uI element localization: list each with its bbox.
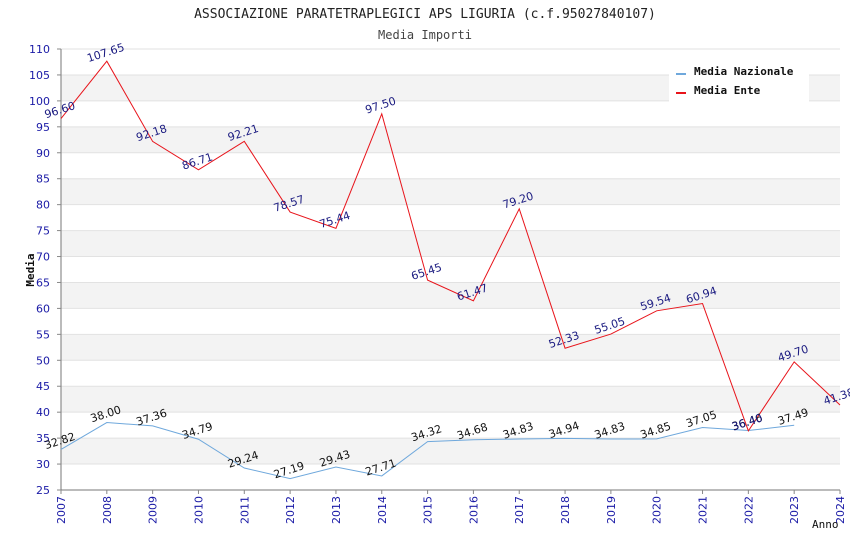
x-tick-label: 2021 bbox=[697, 496, 710, 524]
y-tick-label: 35 bbox=[36, 432, 50, 445]
y-tick-label: 45 bbox=[36, 380, 50, 393]
y-tick-label: 80 bbox=[36, 199, 50, 212]
x-tick-label: 2024 bbox=[834, 496, 847, 524]
legend: Media Nazionale Media Ente bbox=[669, 60, 809, 102]
x-tick-label: 2010 bbox=[192, 496, 205, 524]
y-tick-label: 85 bbox=[36, 173, 50, 186]
data-label: 107.65 bbox=[85, 41, 126, 65]
x-tick-label: 2017 bbox=[513, 496, 526, 524]
x-tick-label: 2008 bbox=[101, 496, 114, 524]
axes bbox=[60, 49, 840, 491]
y-tick-label: 75 bbox=[36, 225, 50, 238]
grid-band bbox=[61, 334, 840, 361]
grid-lines bbox=[61, 48, 840, 491]
x-tick-label: 2016 bbox=[467, 496, 480, 524]
series-lines bbox=[60, 60, 841, 480]
x-tick-label: 2020 bbox=[651, 496, 664, 524]
x-tick-label: 2015 bbox=[422, 496, 435, 524]
y-tick-label: 110 bbox=[29, 43, 50, 56]
x-tick-label: 2014 bbox=[376, 496, 389, 524]
grid-band bbox=[61, 178, 840, 205]
x-tick-label: 2018 bbox=[559, 496, 572, 524]
y-tick-label: 25 bbox=[36, 484, 50, 497]
grid-bands bbox=[61, 74, 840, 465]
y-tick-label: 50 bbox=[36, 354, 50, 367]
series-line bbox=[60, 422, 795, 480]
grid-band bbox=[61, 386, 840, 413]
grid-band bbox=[61, 282, 840, 309]
chart-title: ASSOCIAZIONE PARATETRAPLEGICI APS LIGURI… bbox=[194, 7, 656, 22]
y-tick-label: 55 bbox=[36, 328, 50, 341]
data-label: 65.45 bbox=[410, 261, 444, 283]
grid-band bbox=[61, 230, 840, 257]
x-tick-label: 2019 bbox=[605, 496, 618, 524]
y-tick-label: 105 bbox=[29, 69, 50, 82]
grid-band bbox=[61, 438, 840, 465]
series-line bbox=[60, 60, 841, 432]
x-tick-label: 2023 bbox=[788, 496, 801, 524]
x-tick-label: 2013 bbox=[330, 496, 343, 524]
legend-box bbox=[669, 60, 809, 102]
y-ticks: 25 30 35 40 45 50 55 60 65 70 75 80 85 90 95 100 105 110 bbox=[29, 43, 61, 497]
y-tick-label: 90 bbox=[36, 147, 50, 160]
y-tick-label: 100 bbox=[29, 95, 50, 108]
y-tick-label: 60 bbox=[36, 302, 50, 315]
x-axis-label: Anno bbox=[812, 518, 839, 531]
x-tick-label: 2012 bbox=[284, 496, 297, 524]
data-label: 55.05 bbox=[593, 315, 627, 337]
y-tick-label: 65 bbox=[36, 276, 50, 289]
legend-entry: Media Nazionale bbox=[694, 65, 794, 78]
legend-entry: Media Ente bbox=[694, 84, 761, 97]
x-tick-label: 2007 bbox=[55, 496, 68, 524]
x-tick-label: 2022 bbox=[742, 496, 755, 524]
y-tick-label: 30 bbox=[36, 458, 50, 471]
x-ticks: 2007 2008 2009 2010 2011 2012 2013 2014 2015 2016… bbox=[55, 490, 847, 524]
x-tick-label: 2009 bbox=[147, 496, 160, 524]
y-tick-label: 95 bbox=[36, 121, 50, 134]
grid-band bbox=[61, 126, 840, 153]
x-tick-label: 2011 bbox=[238, 496, 251, 524]
y-tick-label: 40 bbox=[36, 406, 50, 419]
y-tick-label: 70 bbox=[36, 251, 50, 264]
chart-subtitle: Media Importi bbox=[378, 28, 472, 42]
y-axis-label: Media bbox=[24, 253, 37, 286]
